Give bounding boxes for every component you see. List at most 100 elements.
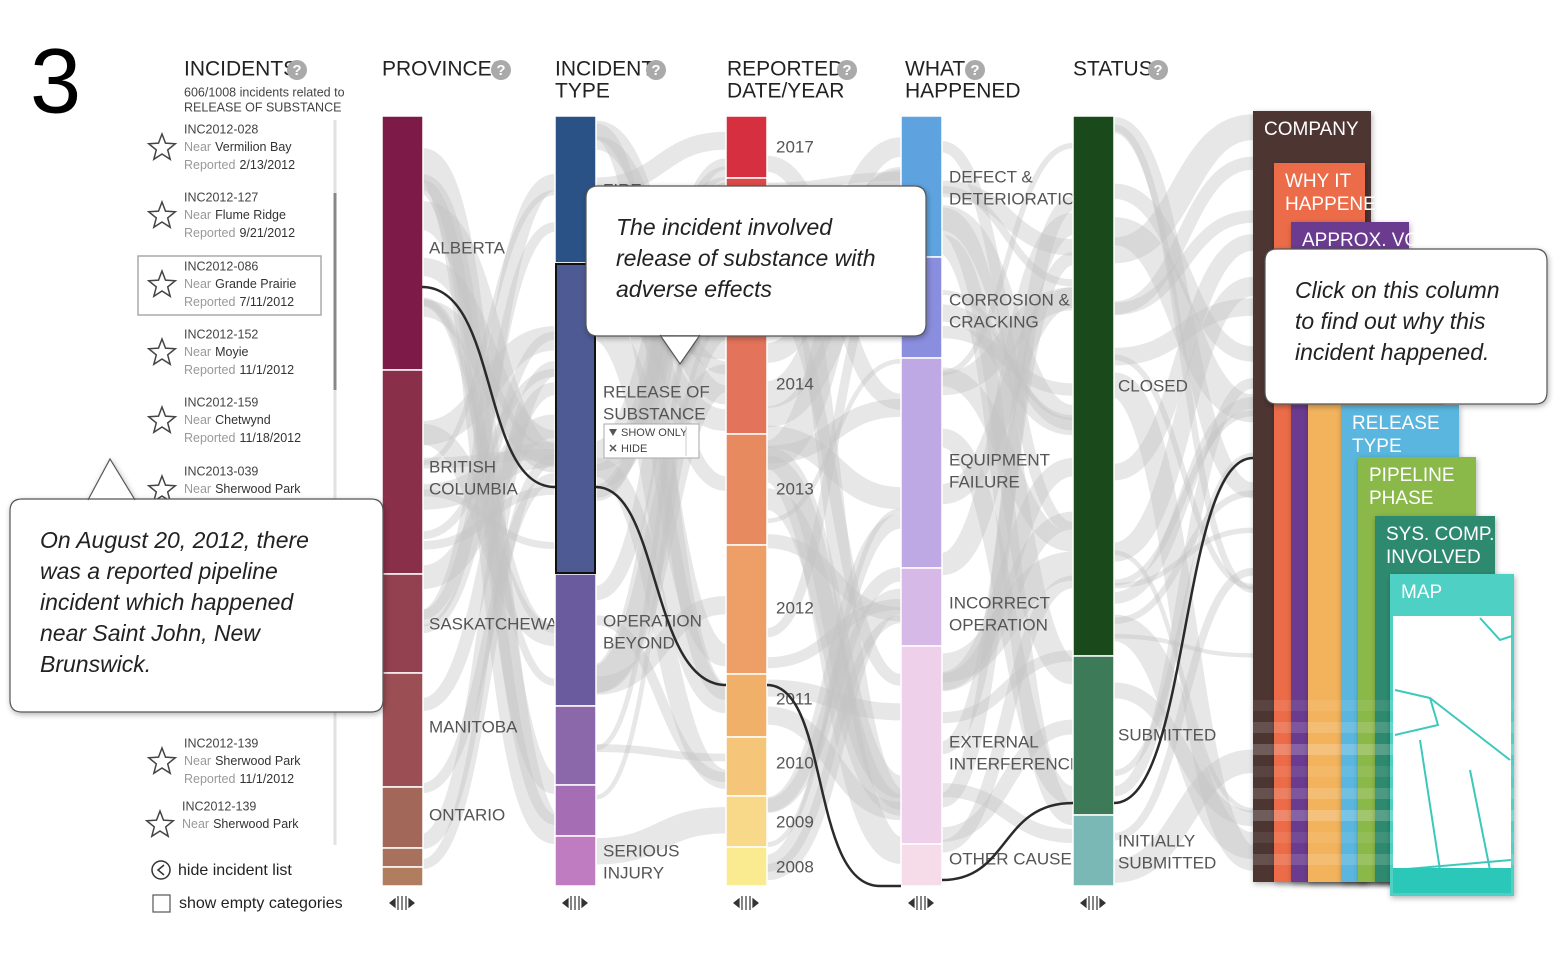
help-icon[interactable] bbox=[491, 60, 511, 80]
segment[interactable] bbox=[725, 736, 768, 797]
help-icon[interactable] bbox=[965, 60, 985, 80]
segment[interactable] bbox=[381, 115, 424, 371]
segment[interactable] bbox=[725, 544, 768, 675]
favorite-star[interactable] bbox=[144, 808, 176, 838]
tooltip-text: The incident involved bbox=[616, 214, 833, 240]
incident-near: Near Vermilion Bay bbox=[184, 140, 292, 154]
segment[interactable] bbox=[381, 847, 424, 868]
flow bbox=[1112, 378, 1255, 797]
incident-reported: Reported 11/18/2012 bbox=[184, 431, 301, 445]
favorite-star[interactable] bbox=[146, 745, 178, 775]
flow bbox=[1113, 527, 1254, 589]
card-title: MAP bbox=[1401, 582, 1442, 603]
segment-label: ALBERTA bbox=[429, 238, 506, 257]
show-only[interactable]: SHOW ONLY bbox=[621, 427, 688, 439]
favorite-star[interactable] bbox=[146, 199, 178, 229]
resize-handle[interactable] bbox=[733, 896, 759, 910]
segment-label: OPERATION bbox=[949, 615, 1048, 634]
flow bbox=[941, 290, 1074, 420]
flow bbox=[940, 367, 1075, 552]
incident-id[interactable]: INC2012-127 bbox=[184, 190, 258, 204]
incident-id[interactable]: INC2012-159 bbox=[184, 395, 258, 409]
favorite-star[interactable] bbox=[146, 131, 178, 161]
resize-handle[interactable] bbox=[1080, 896, 1106, 910]
flow bbox=[766, 358, 902, 524]
segment[interactable] bbox=[1072, 814, 1115, 887]
map-water bbox=[1393, 868, 1511, 893]
flow bbox=[593, 123, 729, 701]
segment[interactable] bbox=[900, 357, 943, 569]
incident-near: Near Sherwood Park bbox=[184, 482, 301, 496]
flow bbox=[941, 325, 1074, 396]
incident-id[interactable]: INC2012-028 bbox=[184, 122, 258, 136]
incident-near: Near Sherwood Park bbox=[182, 817, 299, 831]
segment[interactable] bbox=[1072, 115, 1115, 657]
tooltip-box bbox=[585, 185, 927, 366]
segment[interactable] bbox=[381, 369, 424, 575]
flow bbox=[1113, 124, 1254, 593]
hide-list[interactable]: hide incident list bbox=[178, 862, 292, 879]
hide-list-icon[interactable] bbox=[151, 860, 171, 880]
favorite-star[interactable] bbox=[146, 268, 178, 298]
segment[interactable] bbox=[725, 795, 768, 848]
flow bbox=[940, 287, 1075, 505]
flow bbox=[1113, 749, 1254, 883]
favorite-star[interactable] bbox=[146, 404, 178, 434]
flow bbox=[765, 513, 903, 813]
checkbox[interactable] bbox=[152, 894, 171, 913]
segment[interactable] bbox=[725, 846, 768, 887]
segment[interactable] bbox=[381, 672, 424, 788]
show-only-icon[interactable] bbox=[609, 429, 617, 436]
segment[interactable] bbox=[381, 573, 424, 674]
flow bbox=[941, 180, 1074, 256]
incident-near: Near Flume Ridge bbox=[184, 208, 286, 222]
segment[interactable] bbox=[1072, 655, 1115, 816]
flow bbox=[595, 321, 727, 800]
incident-id[interactable]: INC2012-139 bbox=[182, 799, 256, 813]
flow bbox=[766, 508, 902, 848]
segment[interactable] bbox=[900, 567, 943, 647]
resize-handle[interactable] bbox=[389, 896, 415, 910]
segment[interactable] bbox=[725, 433, 768, 546]
flow bbox=[764, 588, 904, 881]
help-icon[interactable] bbox=[1148, 60, 1168, 80]
resize-handle[interactable] bbox=[908, 896, 934, 910]
segment[interactable] bbox=[900, 645, 943, 845]
segment[interactable] bbox=[554, 705, 597, 786]
incident-id[interactable]: INC2012-139 bbox=[184, 736, 258, 750]
incident-id[interactable]: INC2012-086 bbox=[184, 259, 258, 273]
resize-handle[interactable] bbox=[562, 896, 588, 910]
flow bbox=[766, 615, 902, 872]
flow bbox=[941, 287, 1074, 396]
incident-reported: Reported 11/1/2012 bbox=[184, 363, 294, 377]
hide-icon[interactable] bbox=[609, 444, 617, 452]
card-title: SYS. COMP. bbox=[1386, 524, 1494, 545]
segment[interactable] bbox=[725, 115, 768, 179]
help-icon[interactable] bbox=[837, 60, 857, 80]
incident-near: Near Grande Prairie bbox=[184, 277, 296, 291]
segment[interactable] bbox=[381, 786, 424, 849]
incident-id[interactable]: INC2012-152 bbox=[184, 327, 258, 341]
segment-label: SUBMITTED bbox=[1118, 725, 1216, 744]
column-title: WHAT bbox=[905, 58, 965, 81]
show-empty[interactable]: show empty categories bbox=[179, 895, 343, 912]
segment-label: 2009 bbox=[776, 812, 814, 831]
flow bbox=[1113, 156, 1254, 315]
segment-label: BEYOND bbox=[603, 633, 675, 652]
flow bbox=[1113, 397, 1254, 604]
segment[interactable] bbox=[900, 843, 943, 887]
segment[interactable] bbox=[725, 673, 768, 738]
segment[interactable] bbox=[554, 784, 597, 837]
segment[interactable] bbox=[554, 835, 597, 887]
help-icon[interactable] bbox=[287, 60, 307, 80]
incident-id[interactable]: INC2013-039 bbox=[184, 464, 258, 478]
flow bbox=[419, 201, 558, 473]
segment[interactable] bbox=[725, 329, 768, 435]
help-icon[interactable] bbox=[646, 60, 666, 80]
segment[interactable] bbox=[381, 866, 424, 887]
favorite-star[interactable] bbox=[146, 473, 178, 503]
favorite-star[interactable] bbox=[146, 336, 178, 366]
segment[interactable] bbox=[554, 573, 597, 707]
hide-button[interactable]: HIDE bbox=[621, 443, 647, 455]
flow bbox=[938, 234, 1077, 826]
